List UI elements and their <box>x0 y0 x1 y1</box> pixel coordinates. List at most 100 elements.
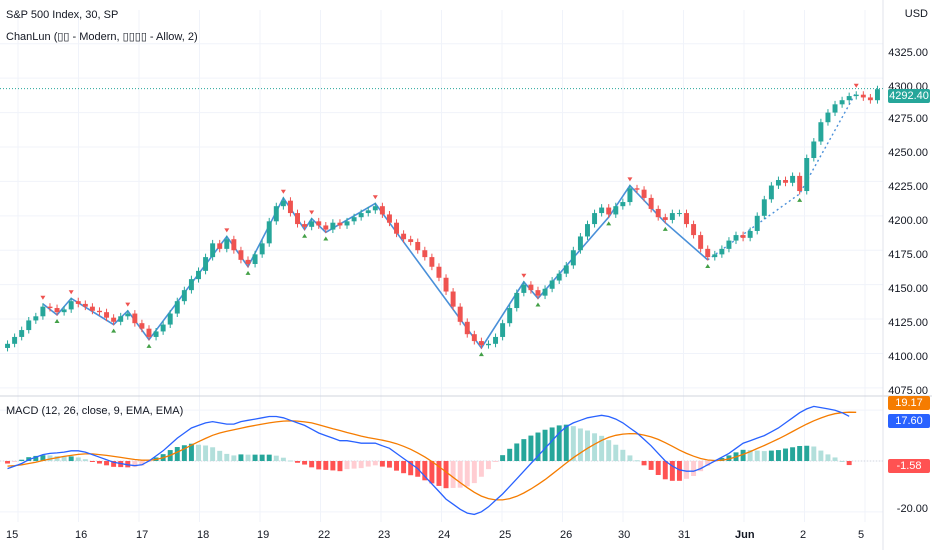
fractal-bottom-marker <box>245 270 251 275</box>
fractal-markers <box>40 83 859 357</box>
macd-hist-bar <box>316 461 322 470</box>
time-label: 26 <box>560 529 573 541</box>
candle <box>104 312 110 318</box>
macd-hist-bar <box>493 461 499 462</box>
macd-hist-bar <box>457 461 463 488</box>
candle <box>648 197 654 209</box>
candle <box>783 180 788 183</box>
candle <box>273 206 279 222</box>
fractal-top-marker <box>224 228 230 233</box>
macd-hist-bar <box>691 461 697 476</box>
currency-label[interactable]: USD <box>904 8 928 20</box>
macd-hist-bar <box>287 460 293 462</box>
macd-hist-bar <box>719 457 725 461</box>
macd-hist-bar <box>372 461 378 466</box>
macd-legend[interactable]: MACD (12, 26, close, 9, EMA, EMA) <box>6 405 184 417</box>
candle <box>394 222 400 234</box>
candle <box>436 266 442 278</box>
candle <box>655 208 661 218</box>
candle <box>415 241 421 251</box>
macd-hist-bar <box>5 461 11 464</box>
candle <box>775 180 781 186</box>
macd-hist-bar <box>252 454 258 461</box>
candle <box>443 277 449 292</box>
price-tick: 4150.00 <box>888 283 928 295</box>
macd-hist-bar <box>365 461 371 467</box>
chanlun-stroke <box>42 184 709 350</box>
macd-hist-bar <box>471 461 477 484</box>
macd-hist-bar <box>111 461 117 467</box>
candle <box>316 221 322 226</box>
candle <box>61 309 67 313</box>
fractal-bottom-marker <box>797 197 803 202</box>
macd-hist-bar <box>309 461 315 468</box>
fractal-bottom-marker <box>535 302 541 307</box>
candle <box>507 308 513 324</box>
candle <box>125 313 131 317</box>
candle <box>535 290 541 296</box>
macd-hist-bar <box>669 461 675 481</box>
candle <box>26 320 32 331</box>
macd-hist-bar <box>245 454 251 461</box>
candle <box>68 301 74 310</box>
macd-hist-bar <box>747 450 753 461</box>
macd-hist-bar <box>818 450 824 461</box>
price-tick: 4075.00 <box>888 385 928 397</box>
candle <box>188 279 194 291</box>
price-tick: 4200.00 <box>888 215 928 227</box>
candle <box>323 225 329 230</box>
price-tick: 4275.00 <box>888 113 928 125</box>
macd-hist-bar <box>436 461 442 486</box>
candle <box>592 213 598 225</box>
candle <box>19 330 25 337</box>
macd-hist-bar <box>394 461 400 471</box>
macd-hist-bar <box>61 456 67 461</box>
macd-tick: -20.00 <box>896 503 928 515</box>
candle <box>514 292 520 309</box>
time-label: 25 <box>499 529 512 541</box>
macd-hist-bar <box>337 461 343 472</box>
time-label: 22 <box>318 529 331 541</box>
macd-hist-bar <box>443 461 449 489</box>
candle <box>111 317 117 322</box>
candle <box>139 323 145 329</box>
candle <box>82 303 88 307</box>
candle <box>797 175 803 192</box>
fractal-top-marker <box>40 295 46 300</box>
macd-hist-bar <box>266 454 272 461</box>
candle <box>330 222 336 230</box>
candle <box>40 306 46 317</box>
price-tick: 4175.00 <box>888 249 928 261</box>
candle <box>733 235 739 241</box>
candle <box>500 323 506 337</box>
indicator-legend[interactable]: ChanLun (▯▯ - Modern, ▯▯▯▯ - Allow, 2) <box>6 31 198 43</box>
macd-hist-bar <box>599 435 605 461</box>
price-tick: 4225.00 <box>888 181 928 193</box>
macd-hist-bar <box>344 461 350 470</box>
macd-hist-bar <box>825 454 831 461</box>
macd-hist-bar <box>75 457 81 461</box>
candle <box>634 188 640 190</box>
time-label: 5 <box>858 529 865 541</box>
candle <box>224 239 230 249</box>
candle <box>485 343 491 346</box>
chanlun-pivot-line <box>42 91 857 350</box>
macd-hist-bar <box>620 449 626 461</box>
macd-hist-bar <box>684 461 689 479</box>
macd-hist-bar <box>401 461 407 474</box>
macd-hist-bar <box>811 446 817 461</box>
macd-hist-bar <box>97 461 102 464</box>
symbol-title[interactable]: S&P 500 Index, 30, SP <box>6 9 119 21</box>
fractal-bottom-marker <box>111 328 117 333</box>
fractal-top-marker <box>280 189 286 194</box>
candle <box>549 280 555 289</box>
candle <box>160 324 166 332</box>
macd-hist-bar <box>641 461 647 466</box>
candle <box>726 240 732 249</box>
candle <box>302 224 308 227</box>
candle <box>832 104 838 113</box>
candlestick-series <box>5 85 880 352</box>
candle <box>669 213 675 220</box>
candle <box>613 206 619 215</box>
